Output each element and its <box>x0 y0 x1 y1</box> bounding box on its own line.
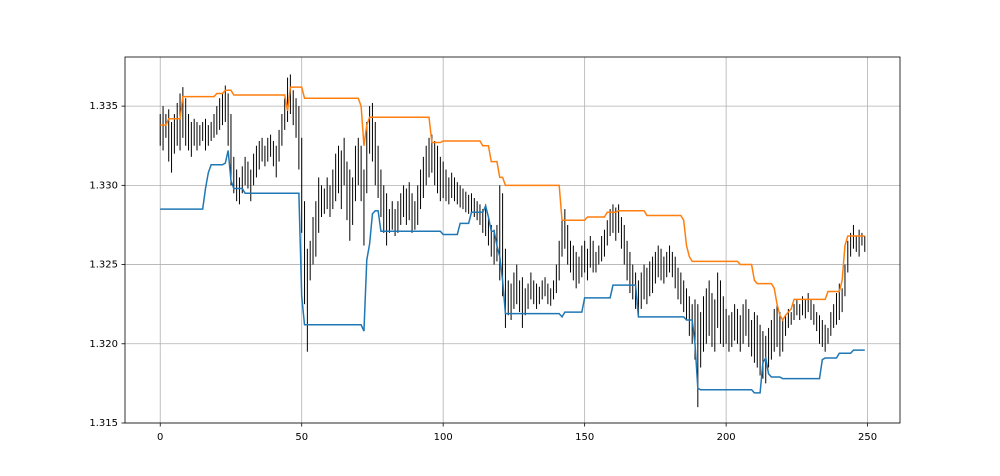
x-tick-label: 150 <box>575 432 594 443</box>
x-tick-label: 250 <box>858 432 877 443</box>
series-line <box>160 150 865 394</box>
x-tick-label: 0 <box>157 432 163 443</box>
y-tick-label: 1.335 <box>89 101 118 112</box>
plot-frame <box>124 56 901 424</box>
y-tick-label: 1.325 <box>89 260 118 271</box>
y-tick-label: 1.315 <box>89 418 118 429</box>
x-tick-label: 200 <box>717 432 736 443</box>
y-tick-label: 1.330 <box>89 180 118 191</box>
series-line <box>160 86 865 322</box>
x-tick-label: 50 <box>295 432 308 443</box>
y-tick-label: 1.320 <box>89 339 118 350</box>
x-tick-label: 100 <box>434 432 453 443</box>
